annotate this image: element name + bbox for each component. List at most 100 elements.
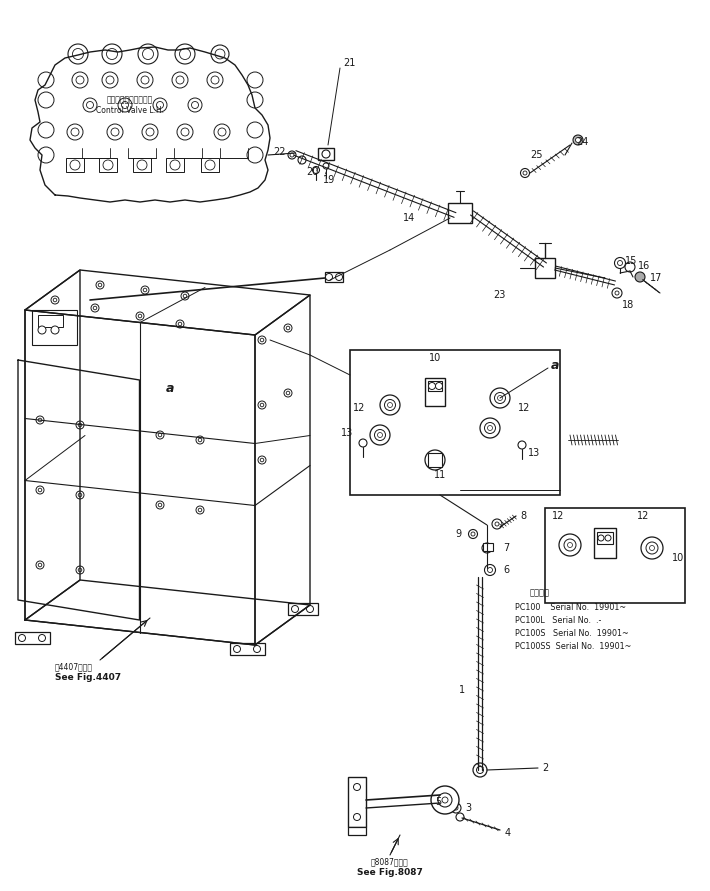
Circle shape — [286, 326, 290, 330]
Circle shape — [91, 304, 99, 312]
Circle shape — [253, 645, 261, 652]
Text: 1: 1 — [459, 685, 465, 695]
Circle shape — [87, 102, 94, 109]
Circle shape — [51, 326, 59, 334]
Circle shape — [138, 315, 142, 318]
Circle shape — [476, 766, 484, 773]
Circle shape — [196, 506, 204, 514]
Circle shape — [36, 416, 44, 424]
Circle shape — [158, 503, 162, 507]
Circle shape — [292, 606, 298, 612]
Circle shape — [307, 606, 314, 612]
Text: 17: 17 — [650, 273, 662, 283]
Text: PC100L   Serial No.  .-: PC100L Serial No. .- — [515, 616, 601, 625]
Bar — [597, 532, 613, 544]
Text: 第4407図参照: 第4407図参照 — [55, 663, 93, 672]
Circle shape — [469, 529, 478, 538]
Bar — [15, 632, 50, 644]
Circle shape — [38, 563, 42, 567]
Circle shape — [175, 44, 195, 64]
Circle shape — [38, 72, 54, 88]
Circle shape — [354, 813, 361, 821]
Circle shape — [78, 494, 82, 497]
Circle shape — [378, 432, 383, 437]
Text: 23: 23 — [493, 290, 506, 300]
Circle shape — [176, 76, 184, 84]
Circle shape — [102, 72, 118, 88]
Circle shape — [385, 399, 395, 411]
Text: 22: 22 — [273, 147, 286, 157]
Bar — [348, 827, 366, 835]
Circle shape — [451, 803, 461, 813]
Circle shape — [177, 124, 193, 140]
Text: 15: 15 — [625, 256, 638, 266]
Circle shape — [456, 813, 464, 821]
Circle shape — [196, 436, 204, 444]
Text: 9: 9 — [456, 529, 462, 539]
Circle shape — [650, 545, 655, 551]
Circle shape — [635, 272, 645, 282]
Circle shape — [192, 102, 199, 109]
Bar — [428, 381, 442, 391]
Circle shape — [98, 283, 102, 287]
Bar — [166, 158, 184, 172]
Text: 8: 8 — [520, 511, 526, 521]
Bar — [201, 158, 219, 172]
Bar — [99, 158, 117, 172]
Circle shape — [156, 102, 163, 109]
Circle shape — [284, 324, 292, 332]
Circle shape — [520, 168, 530, 177]
Circle shape — [473, 763, 487, 777]
Circle shape — [76, 491, 84, 499]
Bar — [594, 528, 616, 558]
Text: 24: 24 — [576, 137, 589, 147]
Circle shape — [51, 296, 59, 304]
Circle shape — [205, 160, 215, 170]
Text: 2: 2 — [542, 763, 548, 773]
Text: a: a — [551, 358, 559, 372]
Circle shape — [141, 286, 149, 294]
Circle shape — [67, 124, 83, 140]
Circle shape — [260, 458, 264, 462]
Circle shape — [141, 76, 149, 84]
Text: See Fig.8087: See Fig.8087 — [357, 868, 423, 877]
Circle shape — [211, 45, 229, 63]
Circle shape — [211, 76, 219, 84]
Circle shape — [518, 441, 526, 449]
Text: 6: 6 — [503, 565, 509, 575]
Circle shape — [72, 72, 88, 88]
Circle shape — [103, 160, 113, 170]
Circle shape — [567, 543, 572, 547]
Text: 20: 20 — [306, 167, 318, 177]
Circle shape — [429, 382, 435, 389]
Circle shape — [625, 262, 635, 272]
Circle shape — [490, 388, 510, 408]
Circle shape — [336, 274, 342, 281]
Bar — [318, 148, 334, 160]
Circle shape — [484, 422, 496, 434]
Circle shape — [559, 534, 581, 556]
Circle shape — [176, 320, 184, 328]
Circle shape — [96, 281, 104, 289]
Text: 14: 14 — [403, 213, 415, 223]
Circle shape — [312, 167, 320, 174]
Circle shape — [181, 128, 189, 136]
Text: 通用号码: 通用号码 — [530, 588, 550, 598]
Text: コントロールバルブ左: コントロールバルブ左 — [107, 95, 153, 104]
Circle shape — [158, 433, 162, 437]
Circle shape — [215, 49, 225, 59]
Bar — [32, 310, 77, 345]
Circle shape — [38, 122, 54, 138]
Text: 12: 12 — [552, 511, 564, 521]
Circle shape — [646, 542, 658, 554]
Circle shape — [435, 382, 442, 389]
Circle shape — [93, 307, 97, 310]
Circle shape — [247, 122, 263, 138]
Circle shape — [523, 171, 527, 175]
Text: 10: 10 — [429, 353, 441, 363]
Circle shape — [234, 645, 241, 652]
Circle shape — [76, 566, 84, 574]
Circle shape — [207, 72, 223, 88]
Text: 7: 7 — [503, 543, 509, 553]
Circle shape — [83, 98, 97, 112]
